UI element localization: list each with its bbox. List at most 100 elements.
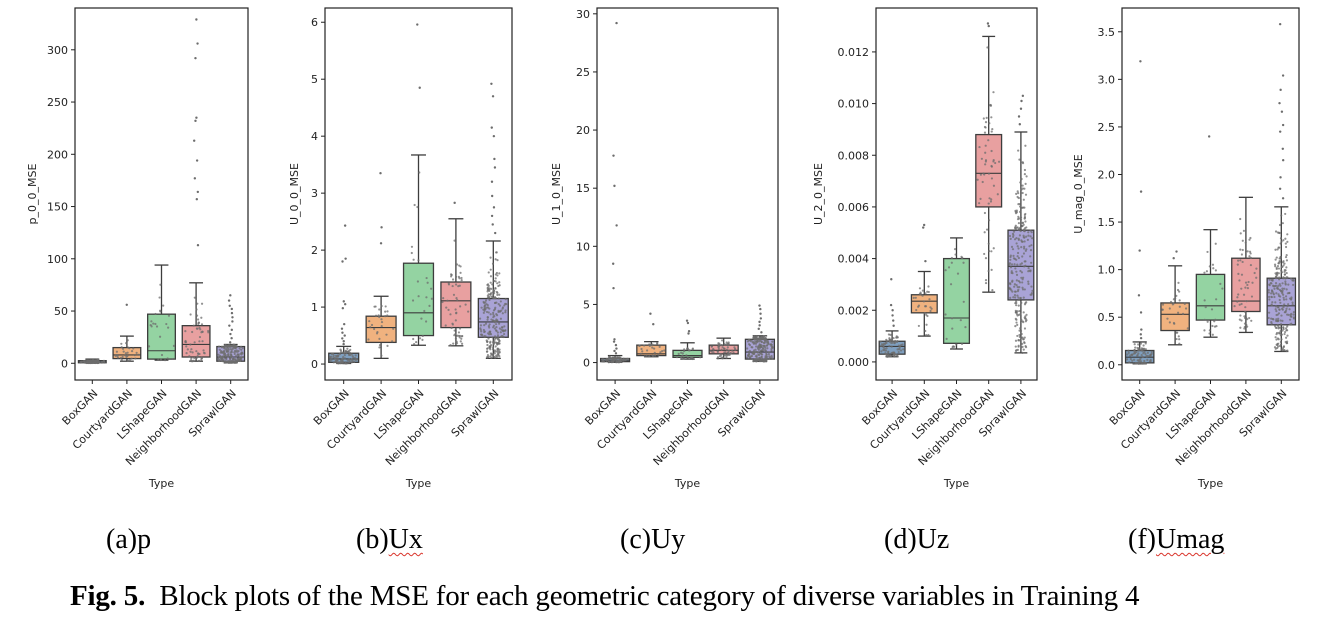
data-point (758, 343, 761, 346)
data-point (1219, 282, 1222, 285)
data-point (1283, 270, 1286, 273)
data-point (996, 193, 999, 196)
iqr-box (975, 133, 1003, 208)
data-point (1023, 215, 1027, 219)
data-point (1019, 216, 1023, 219)
data-point (1178, 290, 1181, 293)
data-point (1183, 302, 1186, 305)
data-point (1245, 300, 1248, 303)
data-point (496, 293, 499, 297)
data-point (330, 358, 333, 361)
data-point (494, 356, 497, 359)
flier-point (231, 316, 234, 319)
data-point (493, 335, 497, 338)
data-point (1282, 306, 1285, 309)
data-point (980, 157, 983, 160)
data-point (1279, 257, 1282, 260)
data-point (1275, 318, 1278, 321)
data-point (418, 337, 422, 340)
data-point (441, 300, 444, 304)
data-point (497, 322, 501, 325)
data-point (238, 347, 241, 350)
data-point (1212, 267, 1215, 270)
data-point (1023, 217, 1026, 220)
data-point (1017, 192, 1020, 195)
data-point (504, 309, 507, 312)
data-point (1208, 265, 1211, 268)
data-point (486, 294, 489, 297)
data-point (763, 338, 766, 341)
data-point (1285, 271, 1288, 275)
data-point (484, 299, 488, 302)
data-point (755, 341, 759, 344)
data-point (675, 356, 679, 359)
data-point (985, 228, 989, 231)
flier-point (340, 327, 344, 330)
data-point (498, 339, 501, 342)
y-tick-label: 1.0 (1098, 264, 1116, 277)
data-point (1023, 316, 1026, 319)
data-point (899, 344, 903, 347)
flier-point (342, 322, 346, 326)
box-courtyardgan (112, 303, 142, 362)
data-point (86, 361, 89, 364)
data-point (987, 249, 991, 253)
data-point (167, 314, 171, 317)
data-point (892, 351, 896, 354)
data-point (1186, 327, 1189, 330)
data-point (746, 340, 750, 343)
flier-point (341, 307, 345, 310)
data-point (1030, 244, 1033, 247)
data-point (1213, 325, 1217, 328)
data-point (1011, 290, 1014, 293)
data-point (126, 359, 130, 362)
data-point (1277, 267, 1281, 270)
data-point (1239, 326, 1242, 329)
data-point (622, 357, 625, 360)
data-point (1279, 237, 1283, 240)
data-point (1206, 250, 1209, 254)
data-point (499, 310, 502, 313)
data-point (1177, 335, 1180, 338)
flier-point (1207, 135, 1211, 138)
data-point (1278, 246, 1281, 249)
y-tick-label: 2.5 (1098, 121, 1116, 134)
data-point (120, 358, 123, 362)
data-point (503, 332, 506, 336)
data-point (1203, 271, 1206, 274)
data-point (444, 324, 447, 327)
data-point (489, 313, 492, 316)
data-point (486, 354, 490, 357)
data-point (428, 304, 431, 307)
data-point (723, 354, 726, 357)
data-point (336, 361, 339, 365)
data-point (504, 298, 507, 301)
data-point (498, 293, 501, 296)
data-point (1274, 284, 1278, 287)
data-point (1215, 298, 1218, 301)
data-point (765, 356, 768, 359)
data-point (497, 310, 500, 314)
data-point (1284, 245, 1288, 249)
data-point (944, 313, 947, 316)
flier-point (453, 201, 456, 205)
data-point (1017, 256, 1020, 260)
data-point (196, 327, 199, 330)
data-point (1012, 234, 1015, 237)
data-point (184, 330, 187, 333)
data-point (386, 314, 389, 317)
data-point (341, 351, 344, 354)
data-point (479, 324, 483, 327)
data-point (601, 359, 604, 362)
data-point (984, 126, 987, 129)
data-point (1286, 233, 1289, 236)
data-point (1247, 280, 1250, 284)
data-point (1279, 242, 1282, 245)
data-point (1203, 329, 1206, 332)
data-point (1024, 212, 1027, 216)
data-point (723, 351, 726, 354)
data-point (1022, 229, 1026, 233)
data-point (227, 350, 230, 353)
data-point (1281, 292, 1284, 295)
data-point (217, 353, 220, 356)
